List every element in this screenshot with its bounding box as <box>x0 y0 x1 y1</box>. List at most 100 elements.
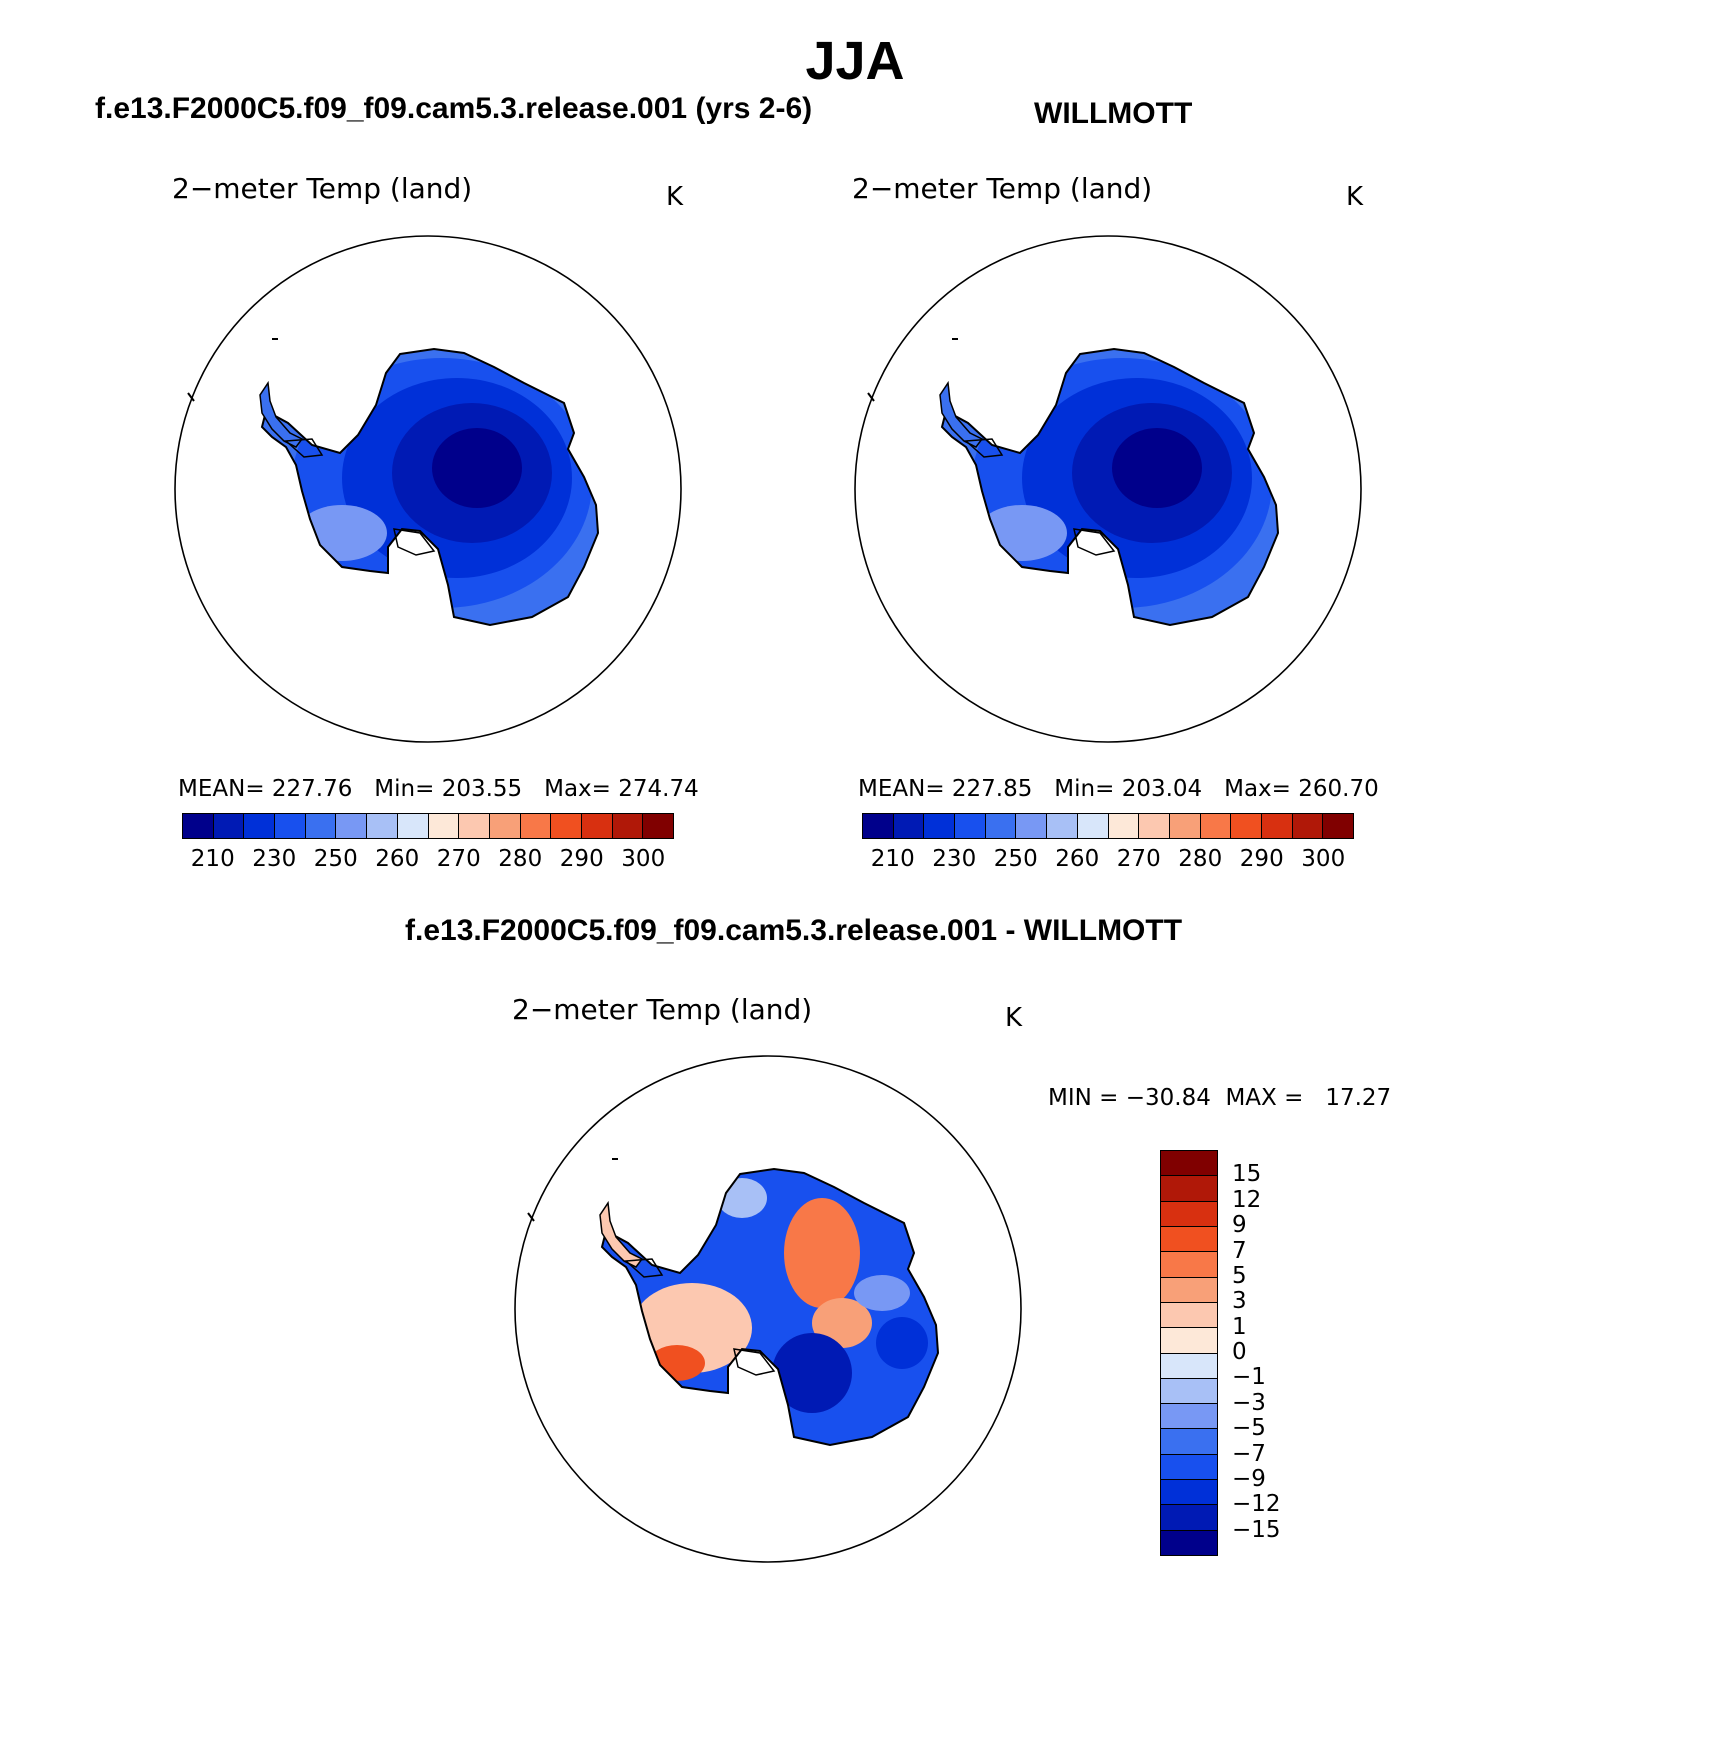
colorbar-swatch <box>275 814 306 838</box>
colorbar-tick-label: 260 <box>375 846 420 872</box>
colorbar-tick-label: 230 <box>932 846 977 872</box>
colorbar-swatch <box>1161 1201 1217 1227</box>
colorbar-swatch <box>1161 1277 1217 1303</box>
colorbar-tick-label: 3 <box>1232 1288 1247 1315</box>
colorbar-tick-label: −12 <box>1232 1491 1281 1518</box>
colorbar-swatch <box>459 814 490 838</box>
colorbar-swatch <box>1077 814 1109 838</box>
colorbar-swatch <box>1231 814 1262 838</box>
colorbar-tick-label: 290 <box>559 846 604 872</box>
colorbar-swatch <box>1161 1429 1217 1455</box>
colorbar-tick-label: 300 <box>621 846 666 872</box>
colorbar-tick-label: −5 <box>1232 1415 1266 1442</box>
diff-colorbar-ticks: 15 12 9 7 5 3 1 0 −1 −3 −5 −7 −9 −12 −15 <box>1228 1150 1308 1556</box>
model-variable-label: 2−meter Temp (land) <box>172 172 473 205</box>
colorbar-swatch <box>924 814 956 838</box>
model-units-label: K <box>666 182 684 212</box>
obs-stats: MEAN= 227.85 Min= 203.04 Max= 260.70 <box>858 776 1379 802</box>
colorbar-tick-label: 12 <box>1232 1186 1262 1213</box>
colorbar-tick-label: 210 <box>190 846 235 872</box>
obs-colorbar-ticks: 210 230 250 260 270 280 290 300 <box>862 846 1354 876</box>
colorbar-tick-label: −9 <box>1232 1465 1266 1492</box>
colorbar-swatch <box>1169 814 1201 838</box>
colorbar-swatch <box>1161 1252 1217 1278</box>
colorbar-swatch <box>1161 1226 1217 1253</box>
colorbar-swatch <box>1161 1454 1217 1481</box>
colorbar-swatch <box>1139 814 1170 838</box>
obs-units-label: K <box>1346 182 1364 212</box>
colorbar-tick-label: 250 <box>993 846 1038 872</box>
model-stats: MEAN= 227.76 Min= 203.55 Max= 274.74 <box>178 776 699 802</box>
ice-shelf <box>284 438 324 458</box>
diff-title: f.e13.F2000C5.f09_f09.cam5.3.release.001… <box>405 914 1183 947</box>
ice-shelf <box>733 1348 776 1376</box>
ice-shelf <box>1073 528 1116 556</box>
colorbar-tick-label: −7 <box>1232 1440 1266 1467</box>
colorbar-tick-label: −1 <box>1232 1364 1266 1391</box>
model-case-title: f.e13.F2000C5.f09_f09.cam5.3.release.001… <box>95 92 813 125</box>
colorbar-tick-label: 1 <box>1232 1313 1247 1340</box>
colorbar-swatch <box>612 814 644 838</box>
colorbar-swatch <box>1161 1151 1217 1177</box>
obs-colorbar <box>862 813 1354 839</box>
colorbar-swatch <box>863 814 894 838</box>
diff-units-label: K <box>1005 1003 1023 1033</box>
colorbar-swatch <box>367 814 398 838</box>
model-colorbar <box>182 813 674 839</box>
colorbar-swatch <box>551 814 582 838</box>
colorbar-tick-label: 230 <box>252 846 297 872</box>
colorbar-swatch <box>428 814 460 838</box>
colorbar-tick-label: 7 <box>1232 1237 1247 1264</box>
model-colorbar-ticks: 210 230 250 260 270 280 290 300 <box>182 846 674 876</box>
colorbar-tick-label: 300 <box>1301 846 1346 872</box>
colorbar-tick-label: 0 <box>1232 1339 1247 1365</box>
colorbar-tick-label: −15 <box>1232 1516 1281 1543</box>
colorbar-swatch <box>213 814 245 838</box>
colorbar-tick-label: 270 <box>436 846 481 872</box>
colorbar-tick-label: 5 <box>1232 1262 1247 1289</box>
diff-colorbar <box>1160 1150 1218 1556</box>
coastline <box>940 347 1280 627</box>
colorbar-swatch <box>643 814 673 838</box>
colorbar-tick-label: 280 <box>498 846 543 872</box>
colorbar-swatch <box>1161 1176 1217 1202</box>
ice-shelf <box>624 1258 664 1278</box>
diff-variable-label: 2−meter Temp (land) <box>512 993 813 1026</box>
colorbar-tick-label: 280 <box>1178 846 1223 872</box>
figure-title: JJA <box>805 31 905 91</box>
diff-polar-map <box>514 1055 1022 1563</box>
island <box>187 392 195 402</box>
colorbar-swatch <box>520 814 552 838</box>
colorbar-swatch <box>336 814 368 838</box>
coastline <box>260 347 600 627</box>
colorbar-swatch <box>1261 814 1293 838</box>
colorbar-swatch <box>1161 1328 1217 1354</box>
colorbar-swatch <box>1161 1480 1217 1506</box>
colorbar-tick-label: 270 <box>1116 846 1161 872</box>
colorbar-swatch <box>1108 814 1140 838</box>
colorbar-swatch <box>1047 814 1078 838</box>
colorbar-swatch <box>1323 814 1353 838</box>
colorbar-tick-label: 15 <box>1232 1161 1262 1188</box>
colorbar-swatch <box>305 814 337 838</box>
colorbar-swatch <box>1161 1302 1217 1329</box>
colorbar-swatch <box>1161 1505 1217 1531</box>
ice-shelf <box>393 528 436 556</box>
island <box>527 1212 535 1222</box>
colorbar-swatch <box>1161 1378 1217 1405</box>
obs-title: WILLMOTT <box>1034 97 1193 130</box>
obs-variable-label: 2−meter Temp (land) <box>852 172 1153 205</box>
coastline <box>600 1167 940 1447</box>
colorbar-swatch <box>183 814 214 838</box>
colorbar-swatch <box>893 814 925 838</box>
colorbar-tick-label: 9 <box>1232 1212 1247 1239</box>
colorbar-swatch <box>489 814 521 838</box>
colorbar-swatch <box>244 814 276 838</box>
colorbar-swatch <box>985 814 1017 838</box>
colorbar-tick-label: −3 <box>1232 1389 1266 1416</box>
colorbar-swatch <box>1016 814 1048 838</box>
colorbar-swatch <box>1200 814 1232 838</box>
model-polar-map <box>174 235 682 743</box>
colorbar-swatch <box>955 814 986 838</box>
obs-polar-map <box>854 235 1362 743</box>
